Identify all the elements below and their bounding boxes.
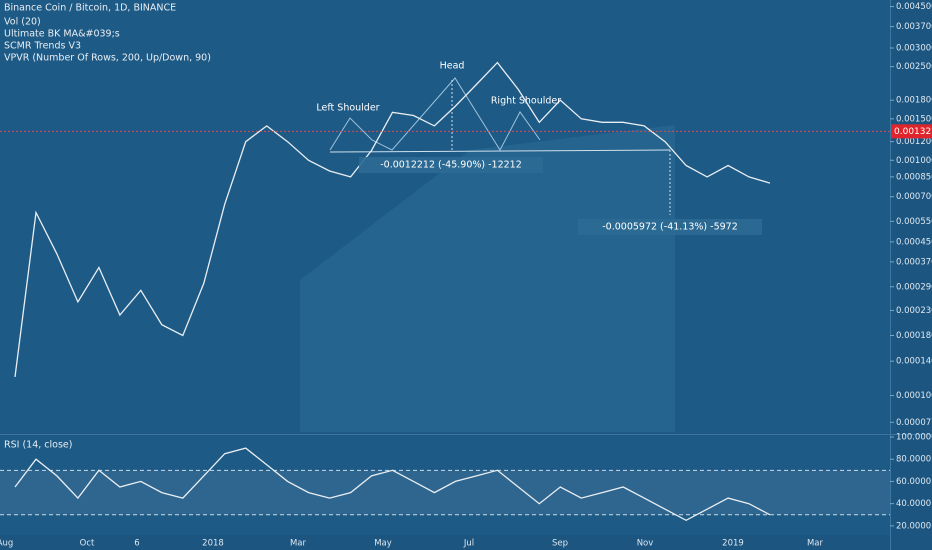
y-tick-label: 40.0000 [896, 499, 931, 509]
annotation: Left Shoulder [316, 103, 379, 114]
y-tick-label: 0.0002300 [896, 306, 932, 316]
rsi-title: RSI (14, close) [4, 439, 72, 450]
projection-box [300, 125, 675, 432]
price-axis-panel [890, 0, 932, 550]
x-tick-label: Mar [807, 539, 824, 549]
y-tick-label: 0.0000770 [896, 418, 932, 428]
price-line [14, 447, 771, 522]
indicator: SCMR Trends V3 [4, 40, 81, 51]
annotation: -0.0012212 (-45.90%) -12212 [380, 160, 522, 171]
neckline [329, 149, 671, 153]
x-tick-label: Oct [80, 539, 95, 549]
y-tick-label: 0.0010000 [896, 156, 932, 166]
y-tick-label: 0.0037000 [896, 22, 932, 32]
price-line [14, 61, 771, 377]
band-fill [0, 470, 890, 515]
annotation-box [359, 157, 543, 173]
y-tick-label: 0.0008500 [896, 172, 932, 182]
y-tick-label: 0.0001400 [896, 357, 932, 367]
x-tick-label: Mar [290, 539, 307, 549]
symbol-title: Binance Coin / Bitcoin, 1D, BINANCE [4, 2, 176, 13]
x-tick-label: 2018 [202, 539, 224, 549]
pattern-outline [329, 77, 541, 152]
y-tick-label: 0.0012000 [896, 137, 932, 147]
y-tick-label: 80.0000 [896, 455, 931, 465]
x-tick-label: May [374, 539, 392, 549]
y-tick-label: 0.0025000 [896, 62, 932, 72]
y-tick-label: 0.0001800 [896, 331, 932, 341]
annotation: Head [440, 61, 465, 72]
y-tick-label: 0.0007000 [896, 192, 932, 202]
y-tick-label: 0.0002900 [896, 282, 932, 292]
y-tick-label: 60.0000 [896, 477, 931, 487]
annotation: -0.0005972 (-41.13%) -5972 [602, 222, 738, 233]
x-tick-label: Jul [463, 539, 474, 549]
y-tick-label: 0.0001000 [896, 391, 932, 401]
y-tick-label: 0.0003700 [896, 257, 932, 267]
x-tick-label: Aug [0, 539, 13, 549]
indicator: Vol (20) [4, 16, 41, 27]
annotation-box [578, 219, 762, 235]
y-tick-label: 100.0000 [896, 433, 932, 443]
indicator: Ultimate BK MA&#039;s [4, 28, 120, 39]
annotation: Right Shoulder [491, 96, 561, 107]
last-price-badge [891, 124, 932, 139]
x-tick-label: 2019 [722, 539, 744, 549]
y-tick-label: 0.0005500 [896, 217, 932, 227]
y-tick-label: 0.0045000 [896, 2, 932, 12]
y-tick-label: 20.0000 [896, 521, 931, 531]
y-tick-label: 0.0030000 [896, 44, 932, 54]
x-tick-label: Nov [637, 539, 654, 549]
x-tick-label: 6 [134, 539, 139, 549]
legend: Binance Coin / Bitcoin, 1D, BINANCE Vol … [4, 2, 211, 450]
last-price-label: 0.0013273 [894, 127, 932, 137]
indicator: VPVR (Number Of Rows, 200, Up/Down, 90) [4, 52, 211, 63]
y-tick-label: 0.0004500 [896, 237, 932, 247]
y-tick-label: 0.0015000 [896, 114, 932, 124]
y-tick-label: 0.0018000 [896, 96, 932, 106]
x-tick-label: Sep [552, 539, 568, 549]
